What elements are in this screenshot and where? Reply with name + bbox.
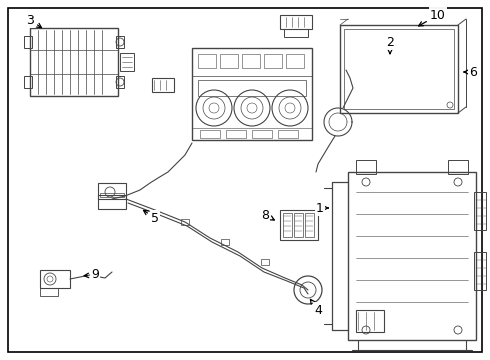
Bar [192,48,312,140]
Text: 5: 5 [144,210,159,225]
Bar [198,80,306,96]
Bar [280,210,318,240]
Bar [283,213,292,237]
Text: 9: 9 [84,269,99,282]
Bar [198,54,216,68]
Bar [200,130,220,138]
Bar [474,192,486,230]
Bar [120,53,134,71]
Bar [474,252,486,290]
Bar [24,36,32,48]
Bar [100,193,124,197]
Bar [242,54,260,68]
Bar [356,160,376,174]
Text: 3: 3 [26,14,42,28]
Bar [24,76,32,88]
Bar [116,76,124,88]
Bar [286,54,304,68]
Bar [181,219,189,225]
Bar [221,239,229,245]
Bar [448,160,468,174]
Bar [40,270,70,288]
Bar [252,130,272,138]
Bar [98,183,126,199]
Text: 1: 1 [316,202,328,215]
Bar [305,213,314,237]
Bar [220,54,238,68]
Bar [278,130,298,138]
Bar [280,15,312,29]
Bar [340,25,458,113]
Text: 7: 7 [0,359,1,360]
Text: 10: 10 [418,9,446,26]
Bar [294,213,303,237]
Bar [152,78,174,92]
Bar [284,29,308,37]
Bar [344,29,454,109]
Text: 4: 4 [311,300,322,316]
Text: 6: 6 [464,66,477,78]
Bar [356,310,384,332]
Text: 8: 8 [261,208,274,221]
Bar [226,130,246,138]
Bar [264,54,282,68]
Bar [30,28,118,96]
Bar [348,172,476,340]
Bar [116,36,124,48]
Bar [98,195,126,209]
Bar [261,259,269,265]
Text: 2: 2 [386,36,394,54]
Bar [40,288,58,296]
